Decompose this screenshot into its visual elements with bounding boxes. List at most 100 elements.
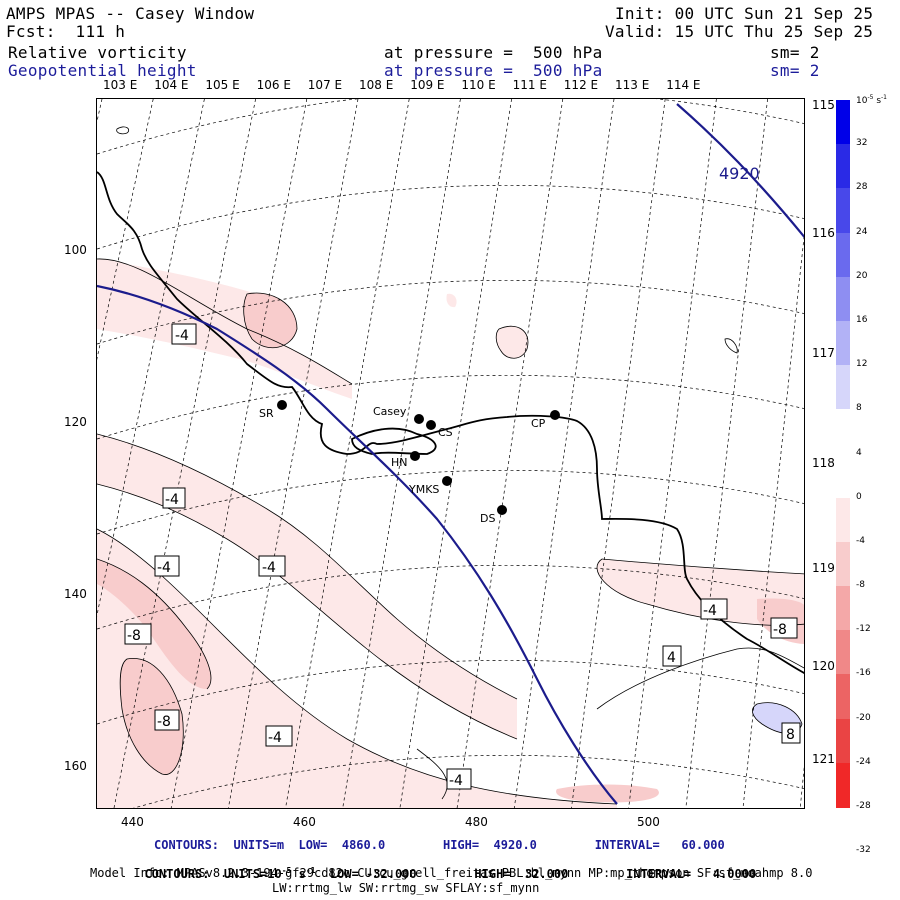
meridian-line — [342, 99, 461, 808]
colorbar-segment — [836, 718, 850, 764]
parallel-line — [97, 375, 804, 440]
vort-label-box-7 — [265, 725, 293, 747]
colorbar-segment — [836, 762, 850, 808]
meridian-line — [170, 99, 308, 808]
coastline — [97, 171, 804, 674]
colorbar-tick-label: 32 — [856, 138, 868, 149]
meridian-line — [571, 99, 666, 808]
top-lon-label: 111 E — [512, 78, 547, 92]
vort-label-box-5 — [124, 623, 152, 645]
colorbar-tick-label: -16 — [856, 668, 871, 679]
vort-label-4: -4 — [262, 560, 276, 576]
top-lon-label: 103 E — [103, 78, 138, 92]
meridian-line — [742, 234, 804, 808]
top-lon-label: 106 E — [256, 78, 291, 92]
y-axis-label-100: 100 — [64, 243, 87, 257]
vort-contour-14 — [116, 126, 130, 135]
colorbar-unit: 10-5 s-1 — [856, 94, 887, 106]
vort-fill-sw2 — [120, 658, 184, 775]
field1-smoothing: sm= 2 — [770, 43, 820, 62]
top-lon-label: 104 E — [154, 78, 189, 92]
coastline-path — [97, 171, 804, 674]
vort-contour-1 — [97, 258, 353, 385]
colorbar-tick-label: 0 — [856, 491, 862, 502]
top-lon-label: 108 E — [359, 78, 394, 92]
colorbar-tick-label: 12 — [856, 359, 868, 370]
colorbar-segment — [836, 276, 850, 322]
vort-label-box-12 — [781, 722, 801, 744]
vort-label-box-2 — [162, 487, 186, 509]
colorbar-segment — [836, 188, 850, 234]
colorbar-tick-label: -20 — [856, 712, 871, 723]
forecast-hour: Fcst: 111 h — [6, 22, 126, 41]
top-lon-label: 105 E — [205, 78, 240, 92]
station-dot-ymks — [442, 476, 452, 486]
colorbar-tick-label: -28 — [856, 801, 871, 811]
vort-contour-7 — [596, 558, 804, 626]
colorbar-segment — [836, 586, 850, 631]
colorbar-segment — [836, 100, 850, 145]
colorbar-tick-label: -32 — [856, 845, 871, 856]
top-lon-label: 114 E — [666, 78, 701, 92]
meridian-line — [97, 99, 154, 361]
parallel-line — [97, 99, 804, 155]
footer-radiation-info: LW:rrtmg_lw SW:rrtmg_sw SFLAY:sf_mynn — [272, 881, 540, 895]
vort-label-box-6 — [154, 709, 180, 731]
meridian-line — [628, 99, 717, 808]
station-dot-cp — [550, 410, 560, 420]
latlon-grid — [97, 99, 804, 808]
x-axis-label-440: 440 — [121, 815, 144, 829]
meridian-line — [513, 99, 615, 808]
top-lon-label: 113 E — [615, 78, 650, 92]
height-contour-4920 — [676, 103, 804, 239]
vort-label-box-1 — [171, 323, 197, 345]
height-contour-4860 — [97, 284, 618, 805]
station-markers: SR Casey CS CP HN YMKS DS — [259, 400, 560, 525]
colorbar-segment — [836, 453, 850, 499]
vort-contour-labels: -4 -4 -4 -4 -8 -8 -4 -4 -4 -8 4 8 — [124, 323, 801, 790]
meridian-line — [97, 99, 205, 617]
vort-label-12: 8 — [786, 727, 795, 743]
y-axis-label-120: 120 — [64, 415, 87, 429]
vort-label-10: -8 — [773, 622, 787, 638]
vort-label-5: -8 — [127, 628, 141, 644]
vort-label-box-8 — [446, 768, 472, 790]
parallel-line — [97, 565, 804, 630]
field1-level: at pressure = 500 hPa — [384, 43, 603, 62]
parallel-line — [97, 660, 804, 725]
vort-label-9: -4 — [703, 603, 717, 619]
colorbar-tick-label: -24 — [856, 756, 871, 767]
colorbar-segment — [836, 541, 850, 587]
station-dot-casey — [414, 414, 424, 424]
vort-contour-13 — [416, 748, 448, 800]
x-axis-label-460: 460 — [293, 815, 316, 829]
vort-contour-11 — [97, 558, 212, 690]
vort-label-box-10 — [770, 617, 798, 639]
parallel-line — [97, 470, 804, 535]
top-lon-label: 109 E — [410, 78, 445, 92]
vort-fill-east — [597, 559, 804, 626]
vort-label-box-3 — [154, 555, 180, 577]
field1-name: Relative vorticity — [8, 43, 187, 62]
vort-fill-nw-2 — [97, 259, 286, 333]
meridian-line — [113, 99, 256, 808]
vort-label-3: -4 — [157, 560, 171, 576]
vort-label-11: 4 — [667, 650, 676, 666]
station-label-hn: HN — [391, 456, 408, 469]
colorbar-tick-label: -4 — [856, 535, 865, 546]
vort-label-1: -4 — [175, 328, 189, 344]
colorbar-segment — [836, 409, 850, 454]
vort-label-2: -4 — [165, 492, 179, 508]
colorbar-tick-label: 28 — [856, 182, 868, 193]
y-axis-label-140: 140 — [64, 587, 87, 601]
x-axis-label-500: 500 — [637, 815, 660, 829]
init-time: Init: 00 UTC Sun 21 Sep 25 — [615, 4, 874, 23]
vort-fill-small1 — [496, 326, 528, 359]
field2-name: Geopotential height — [8, 61, 197, 80]
colorbar-tick-label: 4 — [856, 447, 862, 458]
vort-contour-6 — [601, 558, 804, 575]
vort-label-6: -8 — [157, 714, 171, 730]
colorbar-segment — [836, 630, 850, 675]
vort-contour-15 — [724, 338, 738, 354]
vort-contour-4 — [97, 528, 618, 805]
